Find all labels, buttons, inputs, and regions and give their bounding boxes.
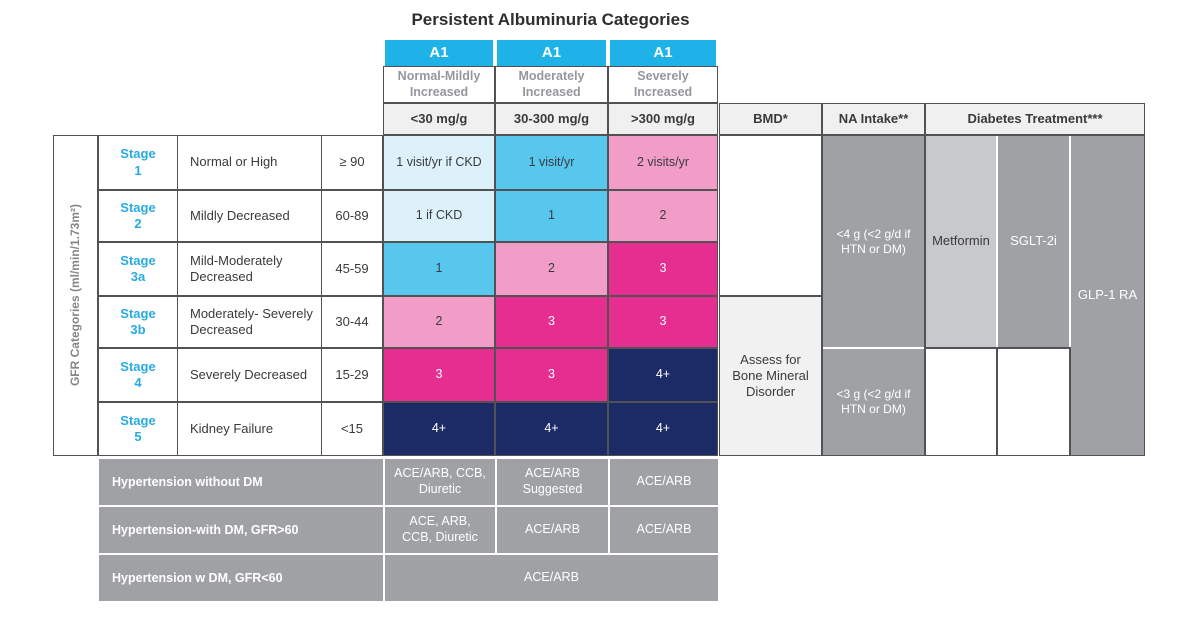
bmd-header: BMD* (719, 103, 822, 135)
stage-num: 5 (134, 429, 142, 444)
grid-cell-r4c2: 3 (495, 296, 608, 348)
bmd-assess-cell: Assess for Bone Mineral Disorder (719, 296, 822, 456)
stage-2-label: Stage 2 (98, 190, 178, 242)
metformin-empty-cell (925, 348, 997, 456)
stage-word: Stage (120, 358, 156, 374)
hypertension-r1c2: ACE/ARB Suggested (522, 466, 583, 496)
diabetes-treatment-header: Diabetes Treatment*** (925, 103, 1145, 135)
na-intake-header: NA Intake** (822, 103, 925, 135)
grid-cell-r1c2: 1 visit/yr (495, 135, 608, 190)
stage-3a-label: Stage 3a (98, 242, 178, 296)
stage-1-label: Stage 1 (98, 135, 178, 190)
na-intake-upper-cell: <4 g (<2 g/d if HTN or DM) (822, 135, 925, 348)
stage-num: 1 (134, 162, 142, 178)
albuminuria-col3-code: A1 (610, 40, 716, 66)
grid-cell-r3c3: 3 (608, 242, 718, 296)
sglt2i-empty-cell (997, 348, 1070, 456)
albuminuria-col2-range: 30-300 mg/g (495, 103, 608, 135)
hypertension-r1c1: ACE/ARB, CCB, Diuretic (394, 466, 486, 496)
stage-4-range: 15-29 (321, 348, 383, 402)
stage-word: Stage (120, 412, 156, 428)
stage-3b-label: Stage 3b (98, 296, 178, 348)
sglt2i-cell: SGLT-2i (997, 135, 1070, 348)
grid-cell-r3c1: 1 (383, 242, 495, 296)
glp1ra-cell: GLP-1 RA (1070, 135, 1145, 456)
stage-2-desc: Mildly Decreased (177, 190, 322, 242)
grid-cell-r2c3: 2 (608, 190, 718, 242)
grid-cell-r1c3: 2 visits/yr (608, 135, 718, 190)
grid-cell-r2c1: 1 if CKD (383, 190, 495, 242)
stage-3b-desc: Moderately- Severely Decreased (177, 296, 322, 348)
grid-cell-r2c2: 1 (495, 190, 608, 242)
hypertension-col-separator-1 (383, 459, 385, 601)
stage-1-desc: Normal or High (177, 135, 322, 190)
stage-5-label: Stage 5 (98, 402, 178, 456)
hypertension-r1c3: ACE/ARB (636, 474, 692, 489)
chart-title: Persistent Albuminuria Categories (411, 10, 690, 29)
stage-word: Stage (120, 146, 156, 162)
metformin-cell: Metformin (925, 135, 997, 348)
stage-3a-range: 45-59 (321, 242, 383, 296)
stage-word: Stage (120, 305, 156, 321)
stage-5-desc: Kidney Failure (177, 402, 322, 456)
grid-cell-r5c2: 3 (495, 348, 608, 402)
hypertension-r2c1: ACE, ARB, CCB, Diuretic (402, 514, 478, 544)
stage-2-range: 60-89 (321, 190, 383, 242)
hypertension-row-separator-2 (99, 553, 718, 555)
hypertension-row3-label: Hypertension w DM, GFR<60 (112, 571, 283, 585)
hypertension-row1-label: Hypertension without DM (112, 475, 263, 489)
albuminuria-col2-severity: Moderately Increased (495, 66, 608, 103)
grid-cell-r4c3: 3 (608, 296, 718, 348)
stage-num: 3b (130, 322, 146, 337)
grid-cell-r6c1: 4+ (383, 402, 495, 456)
grid-cell-r4c1: 2 (383, 296, 495, 348)
gfr-axis-label: GFR Categories (ml/min/1.73m²) (53, 135, 98, 456)
hypertension-r3-span-cell: ACE/ARB (524, 570, 579, 585)
metformin-sglt-separator (996, 136, 998, 347)
stage-3b-range: 30-44 (321, 296, 383, 348)
hypertension-section (99, 459, 718, 601)
stage-3a-desc: Mild-Moderately Decreased (177, 242, 322, 296)
grid-cell-r6c3: 4+ (608, 402, 718, 456)
stage-4-label: Stage 4 (98, 348, 178, 402)
stage-5-range: <15 (321, 402, 383, 456)
hypertension-row2-label: Hypertension-with DM, GFR>60 (112, 523, 299, 537)
na-intake-separator (823, 347, 924, 349)
hypertension-col-separator-3 (608, 459, 610, 553)
albuminuria-col1-range: <30 mg/g (383, 103, 495, 135)
stage-word: Stage (120, 252, 156, 268)
grid-cell-r5c1: 3 (383, 348, 495, 402)
hypertension-row-separator-1 (99, 505, 718, 507)
albuminuria-col3-range: >300 mg/g (608, 103, 718, 135)
stage-num: 3a (130, 269, 146, 284)
grid-cell-r3c2: 2 (495, 242, 608, 296)
bmd-empty-cell (719, 135, 822, 296)
gfr-axis-label-text: GFR Categories (ml/min/1.73m²) (68, 204, 82, 387)
grid-cell-r1c1: 1 visit/yr if CKD (383, 135, 495, 190)
sglt-glp-separator (1069, 136, 1071, 347)
stage-word: Stage (120, 199, 156, 215)
hypertension-col-separator-2 (495, 459, 497, 553)
stage-num: 4 (134, 375, 142, 390)
albuminuria-col3-severity: Severely Increased (608, 66, 718, 103)
albuminuria-col1-severity: Normal-Mildly Increased (383, 66, 495, 103)
hypertension-r2c3: ACE/ARB (636, 522, 692, 537)
albuminuria-col1-code: A1 (385, 40, 493, 66)
grid-cell-r6c2: 4+ (495, 402, 608, 456)
stage-1-range: ≥ 90 (321, 135, 383, 190)
hypertension-r2c2: ACE/ARB (525, 522, 580, 537)
stage-4-desc: Severely Decreased (177, 348, 322, 402)
stage-num: 2 (134, 216, 142, 231)
grid-cell-r5c3: 4+ (608, 348, 718, 402)
albuminuria-col2-code: A1 (497, 40, 606, 66)
na-intake-lower-cell: <3 g (<2 g/d if HTN or DM) (822, 348, 925, 456)
